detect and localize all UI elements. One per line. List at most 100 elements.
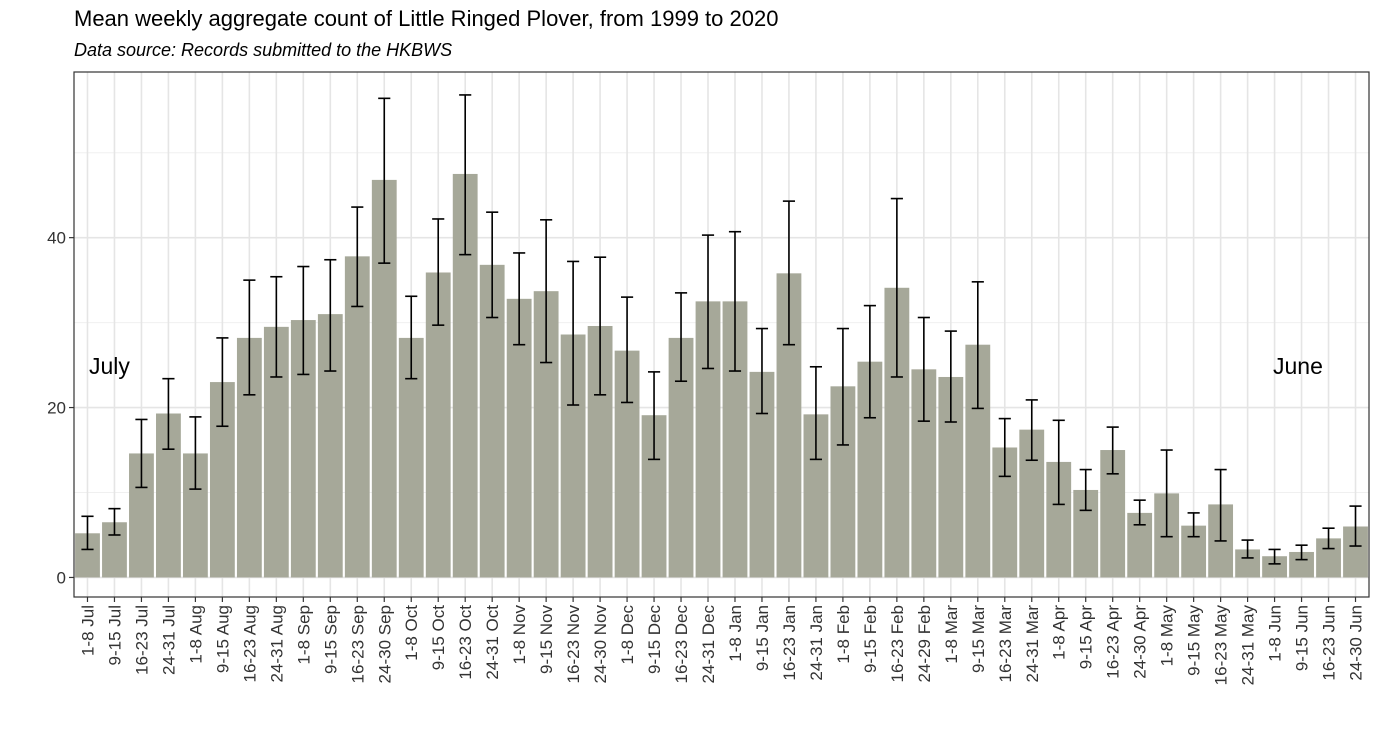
y-tick-label: 40	[47, 229, 66, 248]
x-tick-label: 24-31 Mar	[1023, 605, 1042, 683]
error-bar-15	[486, 211, 499, 319]
error-bar-34	[998, 417, 1011, 478]
error-bar-13	[432, 218, 445, 326]
error-bar-4	[189, 416, 202, 490]
error-bar-9	[324, 258, 337, 372]
error-bar-24	[728, 230, 742, 372]
x-tick-label: 9-15 Oct	[429, 605, 448, 670]
error-bar-11	[378, 97, 391, 264]
error-bar-21	[647, 371, 661, 461]
error-bar-30	[890, 197, 903, 378]
error-bar-12	[405, 295, 418, 380]
error-bar-1	[108, 507, 121, 536]
error-bar-23	[701, 234, 715, 370]
error-bar-46	[1322, 527, 1335, 550]
error-bar-37	[1079, 468, 1092, 512]
x-tick-label: 24-31 Jul	[159, 605, 178, 675]
error-bar-42	[1214, 468, 1227, 542]
x-tick-label: 16-23 Nov	[564, 605, 583, 684]
error-bar-28	[836, 327, 849, 446]
x-tick-label: 16-23 Aug	[240, 605, 259, 683]
x-tick-label: 16-23 Feb	[888, 605, 907, 683]
x-tick-label: 1-8 Sep	[294, 605, 313, 665]
error-bar-47	[1349, 505, 1362, 547]
x-tick-label: 1-8 Jun	[1266, 605, 1285, 662]
x-tick-label: 24-31 Aug	[267, 605, 286, 683]
x-tick-label: 24-30 Nov	[591, 605, 610, 684]
x-tick-label: 1-8 Feb	[834, 605, 853, 664]
error-bar-17	[540, 219, 553, 364]
x-tick-label: 24-31 Dec	[699, 605, 718, 684]
x-tick-label: 1-8 Aug	[186, 605, 205, 664]
error-bar-27	[809, 365, 822, 461]
annotation-june: June	[1273, 353, 1323, 379]
error-bar-32	[944, 330, 957, 423]
chart-subtitle: Data source: Records submitted to the HK…	[74, 40, 453, 60]
x-tick-label: 1-8 Oct	[402, 605, 421, 661]
error-bar-39	[1133, 499, 1146, 526]
x-tick-label: 16-23 Jul	[132, 605, 151, 675]
error-bar-45	[1295, 544, 1308, 561]
x-tick-label: 24-30 Jun	[1347, 605, 1366, 681]
x-tick-label: 9-15 Jan	[753, 605, 772, 671]
error-bar-25	[755, 327, 769, 415]
error-bar-36	[1052, 419, 1065, 506]
error-bar-6	[243, 279, 256, 396]
error-bar-14	[459, 94, 472, 256]
error-bar-33	[971, 281, 984, 410]
error-bar-5	[216, 337, 229, 428]
x-tick-label: 24-30 Apr	[1131, 605, 1150, 679]
x-tick-label: 9-15 Mar	[969, 605, 988, 673]
x-tick-label: 9-15 May	[1185, 605, 1204, 676]
x-tick-label: 16-23 Dec	[672, 605, 691, 684]
x-tick-label: 24-31 Jan	[807, 605, 826, 681]
error-bar-0	[81, 515, 94, 551]
panel-border	[73, 71, 1370, 598]
annotation-july: July	[89, 353, 130, 379]
bar-44	[1262, 556, 1287, 578]
x-tick-label: 9-15 Nov	[537, 605, 556, 674]
x-tick-label: 1-8 Jan	[726, 605, 745, 662]
error-bar-40	[1160, 449, 1173, 538]
x-tick-label: 24-29 Feb	[915, 605, 934, 683]
error-bar-7	[270, 275, 283, 378]
x-tick-label: 9-15 Aug	[213, 605, 232, 673]
x-tick-label: 9-15 Sep	[321, 605, 340, 674]
error-bar-19	[594, 256, 607, 396]
x-tick-label: 16-23 Apr	[1104, 605, 1123, 679]
x-tick-label: 9-15 Dec	[645, 605, 664, 674]
bar-10	[344, 256, 370, 578]
error-bar-26	[782, 200, 796, 346]
x-tick-label: 16-23 Jan	[780, 605, 799, 681]
x-tick-label: 24-31 May	[1239, 605, 1258, 686]
x-tick-label: 9-15 Jun	[1293, 605, 1312, 671]
x-tick-label: 16-23 May	[1212, 605, 1231, 686]
x-tick-label: 9-15 Apr	[1077, 605, 1096, 670]
x-tick-label: 1-8 Dec	[618, 605, 637, 665]
x-tick-label: 16-23 Sep	[348, 605, 367, 683]
error-bar-3	[162, 377, 175, 450]
y-tick-label: 0	[57, 568, 66, 587]
error-bar-43	[1241, 539, 1254, 559]
x-tick-label: 16-23 Jun	[1320, 605, 1339, 681]
error-bar-41	[1187, 512, 1200, 538]
x-tick-label: 16-23 Mar	[996, 605, 1015, 683]
error-bar-38	[1106, 426, 1119, 475]
x-tick-label: 1-8 Jul	[78, 605, 97, 656]
x-tick-label: 9-15 Jul	[105, 605, 124, 665]
error-bar-35	[1025, 399, 1038, 462]
error-bar-18	[567, 260, 580, 406]
error-bar-20	[621, 296, 634, 404]
x-tick-label: 1-8 May	[1158, 605, 1177, 667]
error-bar-44	[1268, 548, 1281, 565]
error-bar-16	[513, 252, 526, 346]
x-tick-label: 24-30 Sep	[375, 605, 394, 683]
x-tick-label: 1-8 Mar	[942, 605, 961, 664]
error-bar-2	[135, 418, 148, 489]
error-bar-22	[674, 292, 688, 383]
x-tick-label: 1-8 Apr	[1050, 605, 1069, 660]
y-tick-label: 20	[47, 399, 66, 418]
error-bar-31	[917, 316, 930, 422]
x-tick-label: 16-23 Oct	[456, 605, 475, 680]
